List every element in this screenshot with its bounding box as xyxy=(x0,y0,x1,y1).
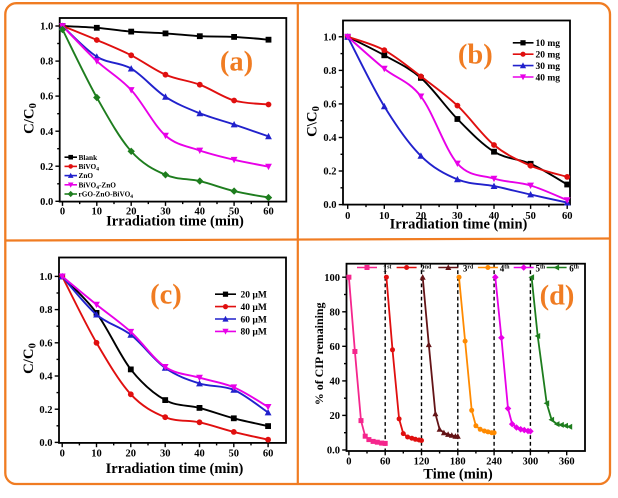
svg-text:50: 50 xyxy=(525,211,536,222)
svg-text:20: 20 xyxy=(416,211,427,222)
svg-text:40: 40 xyxy=(330,377,341,388)
svg-text:Irradiation time (min): Irradiation time (min) xyxy=(106,214,244,230)
svg-text:40: 40 xyxy=(489,211,500,222)
svg-text:20: 20 xyxy=(330,411,341,422)
svg-text:80 µM: 80 µM xyxy=(241,328,267,338)
svg-text:50: 50 xyxy=(229,207,240,218)
svg-text:0.4: 0.4 xyxy=(39,372,53,383)
svg-text:(c): (c) xyxy=(150,280,182,311)
svg-text:20 µM: 20 µM xyxy=(241,291,267,301)
svg-text:0.4: 0.4 xyxy=(323,133,337,144)
svg-text:0.4: 0.4 xyxy=(40,127,54,138)
svg-text:20 mg: 20 mg xyxy=(536,51,561,61)
svg-text:60: 60 xyxy=(263,207,274,218)
svg-text:Irradiation time (min): Irradiation time (min) xyxy=(106,461,244,477)
svg-text:ZnO: ZnO xyxy=(79,171,94,180)
svg-text:Irradiation time (min): Irradiation time (min) xyxy=(390,217,528,233)
svg-text:30: 30 xyxy=(160,207,171,218)
svg-text:(b): (b) xyxy=(458,40,493,71)
svg-text:40: 40 xyxy=(195,207,206,218)
svg-text:10: 10 xyxy=(91,449,102,460)
svg-text:5th: 5th xyxy=(536,264,546,274)
svg-text:240: 240 xyxy=(486,457,502,468)
svg-text:80: 80 xyxy=(330,307,341,318)
svg-text:100: 100 xyxy=(324,273,340,284)
svg-text:180: 180 xyxy=(450,457,466,468)
svg-text:0.6: 0.6 xyxy=(40,92,53,103)
svg-text:40: 40 xyxy=(194,449,205,460)
svg-text:C/C0: C/C0 xyxy=(21,343,39,374)
svg-text:C/C0: C/C0 xyxy=(22,103,40,134)
svg-text:10 mg: 10 mg xyxy=(536,39,561,49)
svg-text:0.8: 0.8 xyxy=(39,305,52,316)
svg-text:10: 10 xyxy=(379,211,390,222)
svg-text:1.0: 1.0 xyxy=(323,32,336,43)
svg-text:1.0: 1.0 xyxy=(39,272,52,283)
svg-text:rGO-ZnO-BiVO4: rGO-ZnO-BiVO4 xyxy=(79,190,134,201)
svg-text:BiVO4-ZnO: BiVO4-ZnO xyxy=(79,180,117,191)
svg-text:0.0: 0.0 xyxy=(39,438,52,449)
svg-text:(a): (a) xyxy=(220,47,253,78)
svg-text:120: 120 xyxy=(414,457,430,468)
svg-text:30: 30 xyxy=(160,449,171,460)
svg-text:360: 360 xyxy=(559,457,575,468)
svg-text:0.0: 0.0 xyxy=(40,197,53,208)
svg-text:0: 0 xyxy=(346,457,351,468)
svg-text:0.8: 0.8 xyxy=(323,66,336,77)
svg-text:Time (min): Time (min) xyxy=(423,467,493,483)
svg-text:0.2: 0.2 xyxy=(39,405,52,416)
svg-text:0.8: 0.8 xyxy=(40,57,53,68)
svg-text:60: 60 xyxy=(380,457,391,468)
svg-text:BiVO4: BiVO4 xyxy=(79,162,100,173)
svg-text:1.0: 1.0 xyxy=(40,22,53,33)
svg-text:0.6: 0.6 xyxy=(39,338,52,349)
svg-text:0: 0 xyxy=(60,449,65,460)
svg-text:C\C0: C\C0 xyxy=(305,106,323,137)
svg-text:20: 20 xyxy=(126,207,137,218)
svg-text:50: 50 xyxy=(229,449,240,460)
svg-text:Blank: Blank xyxy=(79,153,99,162)
svg-text:(d): (d) xyxy=(540,281,575,312)
svg-text:0: 0 xyxy=(345,211,350,222)
svg-text:60 µM: 60 µM xyxy=(241,315,267,325)
svg-text:2nd: 2nd xyxy=(420,264,432,274)
svg-text:30 mg: 30 mg xyxy=(536,62,561,72)
svg-text:60: 60 xyxy=(263,449,274,460)
svg-text:0.2: 0.2 xyxy=(323,167,336,178)
svg-text:0.6: 0.6 xyxy=(323,100,336,111)
svg-text:6th: 6th xyxy=(569,264,579,274)
svg-text:10: 10 xyxy=(92,207,103,218)
svg-text:0: 0 xyxy=(60,207,65,218)
svg-text:0.2: 0.2 xyxy=(40,162,53,173)
svg-text:60: 60 xyxy=(330,342,341,353)
svg-text:30: 30 xyxy=(452,211,463,222)
svg-text:0.0: 0.0 xyxy=(323,200,336,211)
svg-text:3rd: 3rd xyxy=(463,264,474,274)
svg-text:20: 20 xyxy=(126,449,137,460)
svg-text:40 µM: 40 µM xyxy=(241,303,267,313)
svg-text:% of CIP remaining: % of CIP remaining xyxy=(312,302,326,405)
svg-text:0.0: 0.0 xyxy=(327,446,340,457)
svg-text:40 mg: 40 mg xyxy=(536,73,561,83)
svg-text:60: 60 xyxy=(562,211,573,222)
svg-text:1st: 1st xyxy=(383,264,392,274)
svg-text:4th: 4th xyxy=(500,264,510,274)
svg-text:300: 300 xyxy=(523,457,539,468)
